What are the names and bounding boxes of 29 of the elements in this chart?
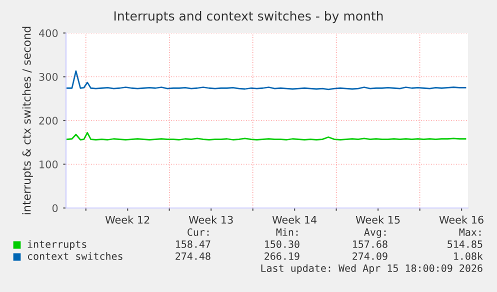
text: 158.47	[176, 240, 210, 248]
text: Min:	[276, 228, 298, 236]
text: 150.30	[265, 240, 300, 248]
x-tick-label: Week 13	[188, 216, 233, 224]
text: 157.68	[353, 240, 388, 248]
y-tick-label: 0	[52, 204, 58, 212]
y-axis-title: interrupts & ctx switches / second	[22, 26, 33, 214]
x-tick-label: Week 12	[105, 216, 150, 224]
text: 266.19	[264, 252, 300, 260]
x-tick-label: Week 16	[439, 216, 484, 224]
chart-title: Interrupts and context switches - by month	[114, 11, 383, 24]
y-tick-label: 400	[38, 29, 58, 38]
text: Last update: Wed Apr 15 18:00:09 2026	[261, 264, 482, 274]
x-tick-label: Week 15	[356, 216, 400, 224]
y-tick-label: 200	[39, 116, 58, 125]
legend-label: interrupts	[28, 240, 86, 250]
text: 274.09	[352, 252, 388, 260]
y-tick-label: 100	[40, 160, 58, 168]
text: Avg:	[364, 228, 386, 238]
text: Cur:	[188, 228, 209, 236]
text: Max:	[459, 228, 481, 236]
y-tick-label: 300	[39, 72, 58, 81]
line-series	[66, 70, 466, 90]
line-series	[66, 132, 466, 140]
x-tick-label: Week 14	[272, 216, 317, 224]
legend-label: context switches	[28, 252, 122, 260]
text: 514.85	[448, 240, 482, 248]
text: 274.48	[176, 252, 210, 260]
text: 1.08k	[454, 252, 483, 260]
